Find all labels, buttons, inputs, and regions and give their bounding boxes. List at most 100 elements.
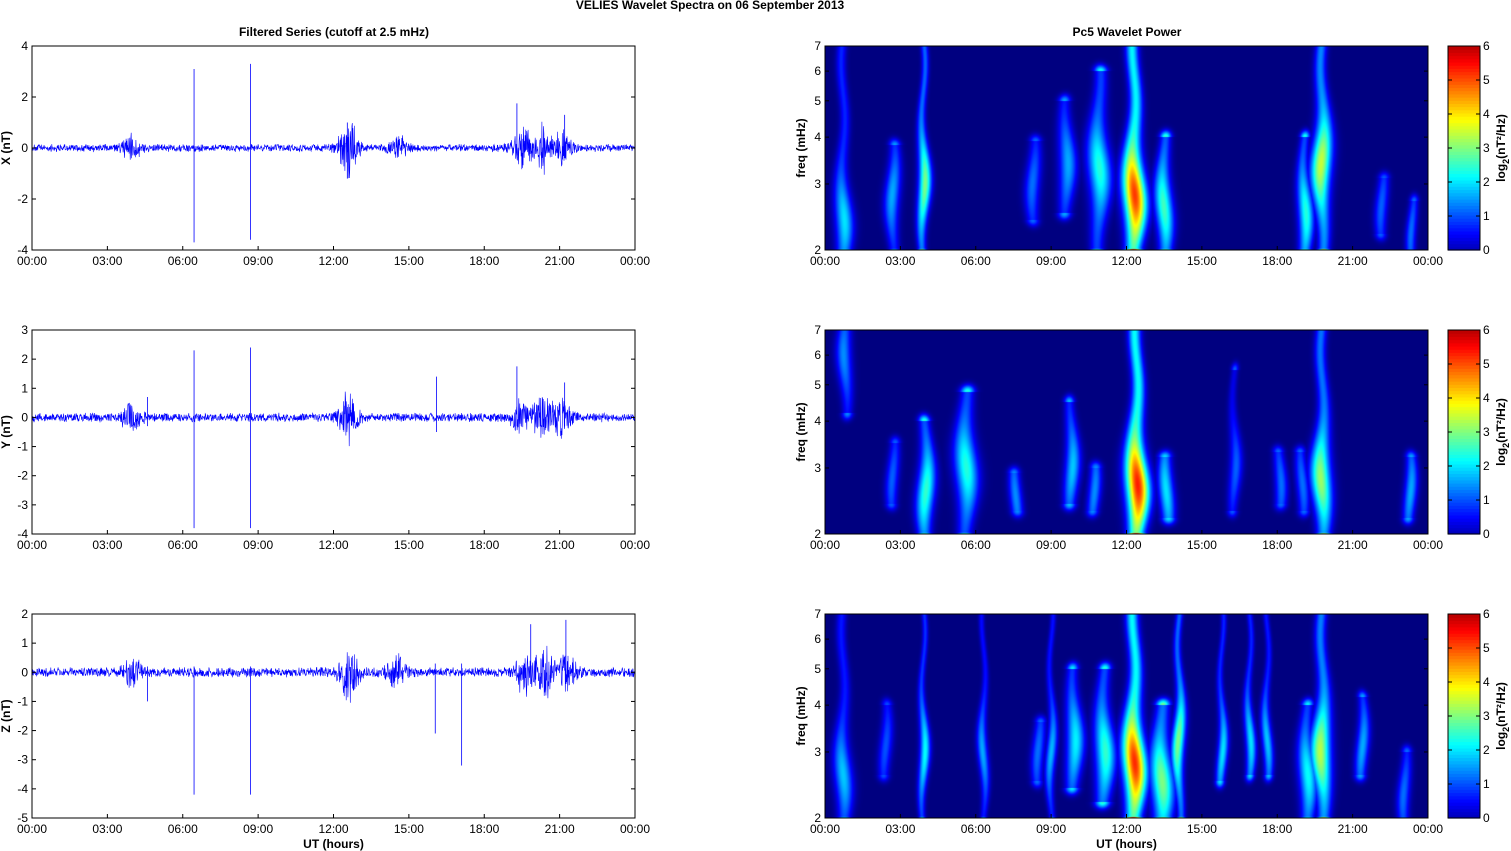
colorbar-swatch xyxy=(1448,368,1480,373)
x-tick-label: 03:00 xyxy=(92,254,122,268)
x-tick-label: 00:00 xyxy=(620,822,650,836)
y-tick-label: 2 xyxy=(814,243,821,257)
colorbar-swatch xyxy=(1448,798,1480,803)
colorbar-swatch xyxy=(1448,371,1480,376)
colorbar-swatch xyxy=(1448,103,1480,108)
colorbar-swatch xyxy=(1448,144,1480,149)
wavelet-heatmap xyxy=(825,330,1428,534)
colorbar-swatch xyxy=(1448,438,1480,443)
y-axis-label: Z (nT) xyxy=(0,699,13,732)
x-tick-label: 00:00 xyxy=(1413,822,1443,836)
colorbar-swatch xyxy=(1448,428,1480,433)
colorbar-swatch xyxy=(1448,671,1480,676)
y-tick-label: -2 xyxy=(17,192,28,206)
colorbar-swatch xyxy=(1448,617,1480,621)
colorbar-swatch xyxy=(1448,483,1480,487)
colorbar-swatch xyxy=(1448,725,1480,730)
colorbar-swatch xyxy=(1448,486,1480,490)
colorbar-swatch xyxy=(1448,690,1480,695)
colorbar-swatch xyxy=(1448,151,1480,155)
colorbar-swatch xyxy=(1448,358,1480,363)
colorbar-swatch xyxy=(1448,208,1480,213)
colorbar-swatch xyxy=(1448,170,1480,175)
x-tick-label: 18:00 xyxy=(469,538,499,552)
colorbar-swatch xyxy=(1448,345,1480,350)
colorbar-swatch xyxy=(1448,84,1480,89)
colorbar-label-main: log xyxy=(1494,164,1508,182)
colorbar-swatch xyxy=(1448,460,1480,465)
colorbar-swatch xyxy=(1448,808,1480,813)
x-tick-label: 00:00 xyxy=(17,538,47,552)
x-tick-label: 18:00 xyxy=(469,254,499,268)
colorbar-swatch xyxy=(1448,333,1480,337)
x-tick-label: 03:00 xyxy=(92,822,122,836)
x-tick-label: 06:00 xyxy=(168,538,198,552)
colorbar-swatch xyxy=(1448,645,1480,650)
right-column-title: Pc5 Wavelet Power xyxy=(1073,25,1182,39)
colorbar-swatch xyxy=(1448,125,1480,130)
colorbar-tick-label: 2 xyxy=(1483,175,1490,189)
x-tick-label: 18:00 xyxy=(1262,538,1292,552)
colorbar-swatch xyxy=(1448,770,1480,774)
colorbar-swatch xyxy=(1448,218,1480,222)
colorbar-swatch xyxy=(1448,352,1480,357)
x-tick-label: 00:00 xyxy=(620,254,650,268)
colorbar-swatch xyxy=(1448,511,1480,516)
y-tick-label: -4 xyxy=(17,527,28,541)
plot-area xyxy=(32,614,635,818)
colorbar-swatch xyxy=(1448,495,1480,500)
y-tick-label: 1 xyxy=(21,381,28,395)
colorbar-swatch xyxy=(1448,700,1480,704)
colorbar-swatch xyxy=(1448,492,1480,497)
colorbar-swatch xyxy=(1448,214,1480,219)
x-tick-label: 12:00 xyxy=(1111,254,1141,268)
colorbar-swatch xyxy=(1448,805,1480,810)
colorbar-swatch xyxy=(1448,90,1480,95)
y-tick-label: 5 xyxy=(814,94,821,108)
colorbar-swatch xyxy=(1448,183,1480,187)
x-tick-label: 21:00 xyxy=(545,254,575,268)
x-axis-label: UT (hours) xyxy=(1096,837,1157,851)
colorbar-swatch xyxy=(1448,741,1480,746)
x-tick-label: 09:00 xyxy=(243,538,273,552)
y-tick-label: 4 xyxy=(21,39,28,53)
signal-line xyxy=(31,391,636,447)
colorbar-swatch xyxy=(1448,148,1480,152)
colorbar-tick-label: 5 xyxy=(1483,357,1490,371)
colorbar-swatch xyxy=(1448,467,1480,471)
colorbar-tick-label: 4 xyxy=(1483,675,1490,689)
x-tick-label: 21:00 xyxy=(1338,254,1368,268)
colorbar-swatch xyxy=(1448,719,1480,723)
y-tick-label: 2 xyxy=(814,527,821,541)
x-tick-label: 00:00 xyxy=(810,254,840,268)
wavelet-panel-z: 2 3 4 5 6 7 00:00 03:00 06:00 09:00 12:00 15:00 18:0… xyxy=(794,607,1443,851)
x-tick-label: 00:00 xyxy=(17,254,47,268)
colorbar-swatch xyxy=(1448,230,1480,235)
colorbar-swatch xyxy=(1448,141,1480,146)
timeseries-panel-x: -4 -2 0 2 4 00:00 03:00 06:00 09:00 12:00 15:00 18:… xyxy=(0,39,650,268)
colorbar-swatch xyxy=(1448,763,1480,768)
colorbar-tick-label: 4 xyxy=(1483,107,1490,121)
colorbar-swatch xyxy=(1448,109,1480,114)
colorbar-swatch xyxy=(1448,68,1480,73)
colorbar-swatch xyxy=(1448,157,1480,162)
y-tick-label: 1 xyxy=(21,636,28,650)
colorbar-tick-label: 5 xyxy=(1483,641,1490,655)
colorbar-swatch xyxy=(1448,463,1480,468)
x-tick-label: 12:00 xyxy=(1111,822,1141,836)
colorbar-swatch xyxy=(1448,234,1480,238)
colorbar-swatch xyxy=(1448,349,1480,353)
colorbar-label-sub: 2 xyxy=(1501,159,1511,164)
colorbar-swatch xyxy=(1448,728,1480,733)
y-tick-label: 3 xyxy=(814,745,821,759)
colorbar-tick-label: 5 xyxy=(1483,73,1490,87)
x-tick-label: 15:00 xyxy=(394,254,424,268)
y-tick-label: -4 xyxy=(17,243,28,257)
y-tick-label: 2 xyxy=(21,90,28,104)
colorbar-swatch xyxy=(1448,505,1480,510)
colorbar-swatch xyxy=(1448,374,1480,379)
colorbar-swatch xyxy=(1448,416,1480,420)
x-axis-label: UT (hours) xyxy=(303,837,364,851)
colorbar-swatch xyxy=(1448,687,1480,692)
